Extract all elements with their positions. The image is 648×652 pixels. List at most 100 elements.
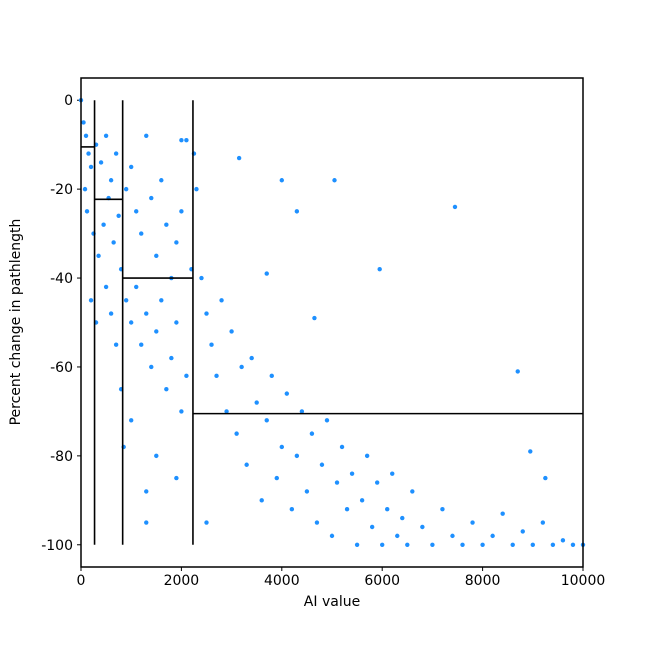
data-point bbox=[430, 542, 435, 547]
data-point bbox=[113, 342, 119, 347]
data-point bbox=[279, 178, 284, 183]
data-point bbox=[385, 507, 390, 512]
data-point bbox=[84, 209, 90, 214]
data-point bbox=[289, 507, 295, 512]
data-point bbox=[199, 275, 204, 281]
data-point bbox=[560, 538, 566, 543]
data-point bbox=[113, 151, 119, 156]
data-point bbox=[244, 462, 249, 467]
data-point bbox=[410, 489, 415, 494]
data-point bbox=[349, 471, 355, 476]
data-point bbox=[184, 373, 189, 379]
data-point bbox=[234, 431, 239, 436]
data-point bbox=[309, 431, 315, 436]
x-tick-label: 2000 bbox=[164, 573, 200, 589]
data-point bbox=[530, 542, 535, 547]
data-point bbox=[144, 311, 149, 316]
data-point bbox=[179, 409, 184, 414]
x-tick-label: 8000 bbox=[465, 573, 501, 589]
data-point bbox=[154, 329, 159, 334]
data-point bbox=[314, 520, 320, 525]
data-point bbox=[528, 449, 533, 454]
data-point bbox=[490, 533, 495, 539]
data-point bbox=[134, 284, 139, 290]
data-point bbox=[219, 298, 224, 303]
data-point bbox=[174, 240, 179, 245]
data-point bbox=[139, 231, 144, 236]
data-point bbox=[101, 222, 106, 227]
data-point bbox=[254, 400, 259, 405]
data-point bbox=[108, 311, 114, 316]
data-point bbox=[224, 409, 229, 414]
data-point bbox=[395, 533, 400, 539]
data-point bbox=[108, 178, 114, 183]
data-point bbox=[81, 120, 86, 125]
data-point bbox=[123, 186, 129, 192]
data-point bbox=[159, 178, 164, 183]
plot-frame bbox=[80, 77, 584, 568]
data-point bbox=[543, 475, 548, 481]
data-point bbox=[144, 133, 149, 138]
data-point bbox=[169, 355, 174, 361]
data-point bbox=[274, 475, 279, 481]
data-point bbox=[269, 373, 274, 379]
data-point bbox=[284, 391, 290, 396]
data-point bbox=[88, 298, 94, 303]
y-tick-label: -20 bbox=[50, 182, 73, 198]
x-tick-label: 6000 bbox=[364, 573, 400, 589]
data-point bbox=[294, 209, 300, 214]
data-point bbox=[209, 342, 214, 347]
data-point bbox=[154, 453, 159, 459]
data-point bbox=[377, 266, 382, 272]
data-point bbox=[374, 480, 380, 485]
y-tick-label: -80 bbox=[50, 449, 73, 465]
data-point bbox=[319, 462, 325, 467]
data-point bbox=[184, 138, 189, 143]
data-point bbox=[279, 444, 284, 450]
data-point bbox=[111, 240, 116, 245]
data-point bbox=[510, 542, 515, 547]
data-point bbox=[452, 204, 458, 210]
data-point bbox=[264, 271, 269, 276]
y-tick-label: -60 bbox=[50, 360, 73, 376]
data-point bbox=[174, 475, 179, 481]
data-point bbox=[83, 133, 89, 138]
data-point bbox=[520, 529, 525, 534]
data-point bbox=[129, 164, 134, 170]
x-tick-label: 0 bbox=[77, 573, 86, 589]
data-point bbox=[149, 364, 154, 370]
data-point bbox=[312, 315, 317, 321]
data-point bbox=[390, 471, 395, 476]
data-point bbox=[324, 418, 330, 423]
y-tick-label: -40 bbox=[50, 271, 73, 287]
data-point bbox=[420, 524, 425, 530]
data-point bbox=[164, 222, 169, 227]
data-point bbox=[174, 320, 179, 325]
data-point bbox=[359, 498, 365, 503]
data-point bbox=[500, 511, 505, 516]
data-point bbox=[550, 542, 556, 547]
data-point bbox=[249, 355, 254, 361]
data-point bbox=[154, 253, 159, 259]
data-point bbox=[440, 507, 445, 512]
data-point bbox=[299, 409, 305, 414]
y-tick-label: -100 bbox=[41, 538, 73, 554]
data-point bbox=[480, 542, 485, 547]
data-point bbox=[369, 524, 375, 530]
data-point bbox=[264, 418, 269, 423]
data-point bbox=[179, 138, 184, 143]
data-point bbox=[332, 178, 337, 183]
data-point bbox=[96, 253, 101, 259]
data-point bbox=[164, 386, 169, 392]
data-point bbox=[470, 520, 475, 525]
data-point bbox=[98, 160, 104, 165]
data-point bbox=[129, 418, 134, 423]
data-point bbox=[86, 151, 91, 156]
x-tick-label: 10000 bbox=[561, 573, 606, 589]
data-point bbox=[116, 213, 121, 219]
data-point bbox=[364, 453, 370, 459]
data-point bbox=[144, 489, 149, 494]
data-point bbox=[515, 369, 520, 374]
y-axis-label: Percent change in pathlength bbox=[8, 219, 24, 426]
